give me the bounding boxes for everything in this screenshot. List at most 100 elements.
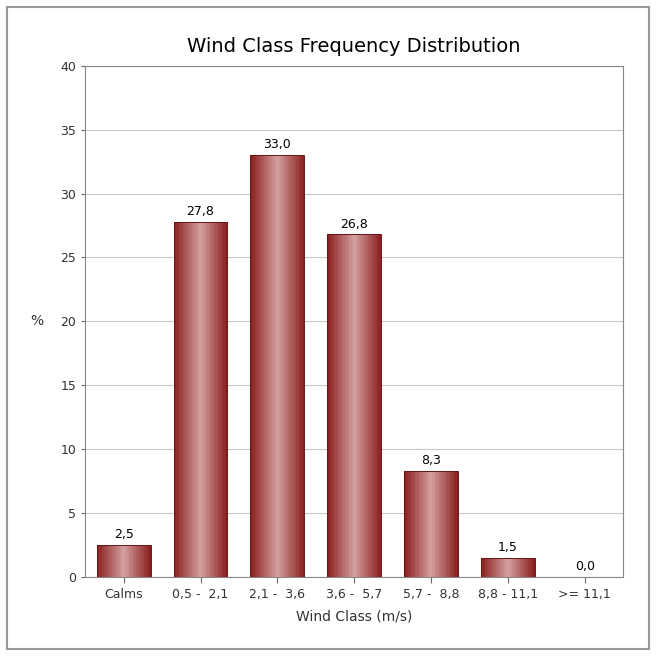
- Bar: [197, 222, 198, 577]
- Bar: [522, 558, 523, 577]
- Bar: [447, 471, 449, 577]
- Bar: [515, 558, 516, 577]
- Bar: [341, 234, 342, 577]
- Bar: [450, 471, 451, 577]
- Bar: [451, 471, 453, 577]
- Bar: [353, 234, 354, 577]
- Bar: [422, 471, 423, 577]
- Bar: [443, 471, 445, 577]
- Bar: [121, 545, 123, 577]
- Bar: [523, 558, 524, 577]
- Bar: [209, 222, 210, 577]
- Bar: [194, 222, 195, 577]
- Bar: [357, 234, 358, 577]
- Bar: [106, 545, 108, 577]
- Text: 8,3: 8,3: [421, 454, 441, 467]
- Bar: [369, 234, 371, 577]
- Bar: [299, 155, 300, 577]
- Bar: [274, 155, 275, 577]
- Bar: [293, 155, 295, 577]
- Bar: [344, 234, 345, 577]
- Bar: [216, 222, 218, 577]
- Bar: [251, 155, 304, 577]
- Text: 1,5: 1,5: [498, 541, 518, 554]
- Bar: [327, 234, 381, 577]
- Bar: [210, 222, 211, 577]
- Bar: [300, 155, 302, 577]
- Bar: [367, 234, 369, 577]
- Bar: [218, 222, 219, 577]
- Bar: [114, 545, 115, 577]
- Bar: [136, 545, 137, 577]
- Bar: [187, 222, 188, 577]
- Bar: [283, 155, 284, 577]
- Bar: [102, 545, 104, 577]
- Bar: [295, 155, 297, 577]
- Bar: [266, 155, 268, 577]
- Bar: [271, 155, 272, 577]
- Text: 0,0: 0,0: [575, 560, 595, 573]
- Bar: [518, 558, 519, 577]
- Bar: [264, 155, 265, 577]
- Bar: [439, 471, 440, 577]
- Bar: [329, 234, 330, 577]
- Bar: [366, 234, 367, 577]
- Bar: [363, 234, 365, 577]
- Bar: [179, 222, 180, 577]
- Bar: [146, 545, 148, 577]
- Bar: [279, 155, 280, 577]
- Bar: [499, 558, 500, 577]
- Bar: [214, 222, 215, 577]
- Bar: [178, 222, 179, 577]
- Bar: [280, 155, 281, 577]
- Bar: [434, 471, 435, 577]
- Bar: [524, 558, 525, 577]
- Bar: [117, 545, 118, 577]
- Bar: [261, 155, 262, 577]
- Bar: [482, 558, 483, 577]
- Bar: [527, 558, 528, 577]
- Bar: [440, 471, 442, 577]
- Bar: [201, 222, 202, 577]
- X-axis label: Wind Class (m/s): Wind Class (m/s): [296, 609, 413, 623]
- Bar: [128, 545, 129, 577]
- Bar: [417, 471, 418, 577]
- Bar: [291, 155, 292, 577]
- Bar: [409, 471, 411, 577]
- Bar: [215, 222, 216, 577]
- Bar: [337, 234, 338, 577]
- Bar: [175, 222, 176, 577]
- Bar: [303, 155, 304, 577]
- Bar: [97, 545, 98, 577]
- Bar: [262, 155, 264, 577]
- Bar: [97, 545, 151, 577]
- Bar: [205, 222, 206, 577]
- Bar: [405, 471, 407, 577]
- Bar: [505, 558, 506, 577]
- Bar: [270, 155, 271, 577]
- Bar: [519, 558, 520, 577]
- Bar: [335, 234, 337, 577]
- Bar: [492, 558, 493, 577]
- Bar: [372, 234, 373, 577]
- Bar: [496, 558, 497, 577]
- Bar: [520, 558, 522, 577]
- Bar: [150, 545, 151, 577]
- Bar: [188, 222, 190, 577]
- Bar: [377, 234, 379, 577]
- Bar: [265, 155, 266, 577]
- Bar: [298, 155, 299, 577]
- Bar: [108, 545, 109, 577]
- Bar: [424, 471, 426, 577]
- Bar: [134, 545, 136, 577]
- Text: 26,8: 26,8: [340, 218, 368, 231]
- Bar: [289, 155, 291, 577]
- Bar: [423, 471, 424, 577]
- Bar: [531, 558, 532, 577]
- Bar: [118, 545, 119, 577]
- Bar: [350, 234, 352, 577]
- Bar: [509, 558, 510, 577]
- Bar: [224, 222, 225, 577]
- Bar: [123, 545, 124, 577]
- Bar: [119, 545, 121, 577]
